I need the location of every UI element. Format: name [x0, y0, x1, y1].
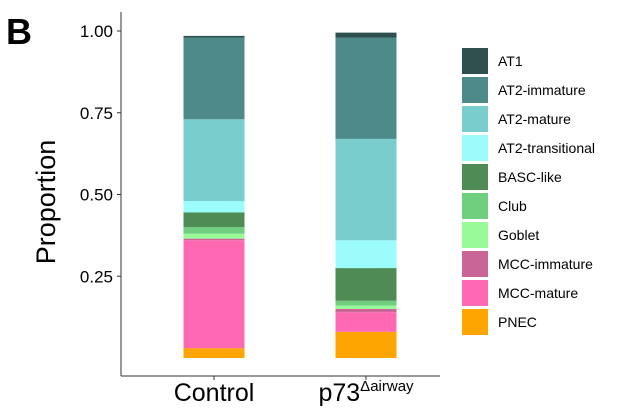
bar-segment-1-3 — [335, 305, 397, 309]
bar-segment-0-6 — [183, 201, 245, 213]
x-axis: Control p73Δairway — [121, 375, 440, 407]
legend-label: AT2-immature — [498, 82, 586, 98]
bar-segment-1-4 — [335, 300, 397, 306]
bar-segment-1-0 — [335, 331, 397, 358]
legend-swatch — [462, 280, 488, 306]
legend-label: Goblet — [498, 227, 539, 243]
bar-segment-0-8 — [183, 37, 245, 120]
bars-group — [183, 32, 397, 358]
y-tick-label: 0.75 — [80, 104, 113, 123]
bar-segment-1-8 — [335, 37, 397, 139]
legend: AT1 AT2-immature AT2-mature AT2-transitiona… — [462, 48, 595, 335]
legend-label: MCC-mature — [498, 285, 578, 301]
legend-label: AT1 — [498, 53, 523, 69]
y-tick-label: 1.00 — [80, 22, 113, 41]
bar-segment-1-2 — [335, 308, 397, 313]
bar-segment-0-1 — [183, 240, 245, 349]
legend-label: AT2-transitional — [498, 140, 595, 156]
bar-segment-0-5 — [183, 212, 245, 228]
y-tick-label: 0.25 — [80, 267, 113, 286]
legend-swatch — [462, 106, 488, 132]
bar-segment-1-7 — [335, 138, 397, 241]
legend-label: MCC-immature — [498, 256, 593, 272]
legend-swatch — [462, 164, 488, 190]
bar-segment-0-7 — [183, 119, 245, 202]
bar-segment-1-6 — [335, 240, 397, 269]
legend-label: AT2-mature — [498, 111, 571, 127]
bar-segment-0-3 — [183, 233, 245, 239]
legend-label: Club — [498, 198, 527, 214]
bar-segment-1-5 — [335, 268, 397, 301]
bar-segment-1-1 — [335, 312, 397, 332]
x-tick-label: Control — [174, 379, 255, 407]
x-tick-label: p73Δairway — [318, 378, 414, 407]
legend-swatch — [462, 48, 488, 74]
legend-swatch — [462, 193, 488, 219]
bar-segment-0-0 — [183, 348, 245, 358]
bar-segment-0-2 — [183, 238, 245, 241]
panel-label: B — [6, 11, 32, 52]
legend-swatch — [462, 309, 488, 335]
bar-segment-0-9 — [183, 35, 245, 38]
legend-label: PNEC — [498, 314, 537, 330]
legend-swatch — [462, 222, 488, 248]
bar-segment-1-9 — [335, 32, 397, 38]
legend-swatch — [462, 77, 488, 103]
legend-label: BASC-like — [498, 169, 562, 185]
legend-swatch — [462, 135, 488, 161]
y-tick-label: 0.50 — [80, 186, 113, 205]
legend-swatch — [462, 251, 488, 277]
y-axis-title: Proportion — [31, 140, 61, 265]
bar-segment-0-4 — [183, 227, 245, 234]
y-axis: 0.25 0.50 0.75 1.00 — [80, 12, 122, 376]
